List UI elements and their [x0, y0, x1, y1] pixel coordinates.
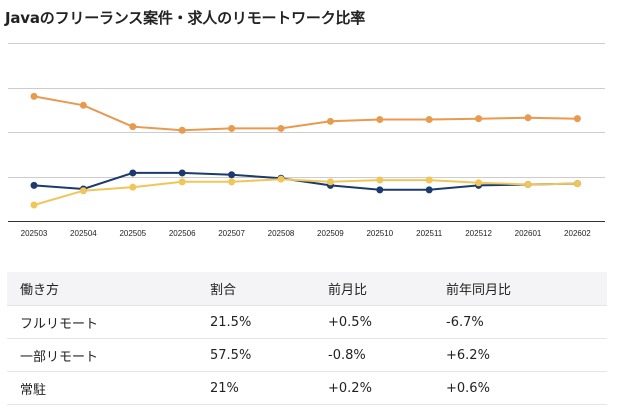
x-tick-label: 202512 [465, 229, 492, 238]
data-point [475, 179, 483, 187]
x-tick-label: 202506 [169, 229, 196, 238]
x-tick-labels: 202503 202504 202505 202506 202507 202508 2025… [21, 229, 592, 238]
header-ratio: 割合 [210, 272, 328, 306]
x-tick-label: 202510 [366, 229, 393, 238]
data-point [425, 176, 433, 184]
cell-ratio: 21.5% [210, 305, 328, 339]
cell-prev-month: -0.8% [328, 338, 446, 372]
data-point [79, 101, 87, 109]
cell-prev-year: +6.2% [446, 338, 607, 372]
cell-ratio: 21% [210, 371, 328, 405]
table-row: 常駐 21% +0.2% +0.6% [7, 371, 607, 405]
cell-work-style: 常駐 [7, 371, 210, 405]
chart-title: Javaのフリーランス案件・求人のリモートワーク比率 [5, 9, 366, 27]
series-line [33, 178, 578, 206]
data-point [326, 117, 334, 125]
cell-work-style: 一部リモート [7, 338, 210, 372]
data-point [277, 175, 285, 183]
series-lines [33, 95, 578, 206]
cell-ratio: 57.5% [210, 338, 328, 372]
data-point [129, 123, 137, 131]
x-tick-label: 202503 [21, 229, 48, 238]
data-point [178, 126, 186, 134]
data-point [277, 124, 285, 132]
cell-prev-year: -6.7% [446, 305, 607, 339]
cell-work-style: フルリモート [7, 305, 210, 339]
data-point [475, 115, 483, 123]
series-line [33, 95, 578, 132]
table-row: フルリモート 21.5% +0.5% -6.7% [7, 305, 607, 339]
data-point [30, 181, 38, 189]
x-tick-label: 202504 [70, 229, 97, 238]
series-line [33, 171, 578, 191]
cell-prev-month: +0.2% [328, 371, 446, 405]
x-tick-label: 202507 [218, 229, 245, 238]
cell-prev-year: +0.6% [446, 371, 607, 405]
data-point [376, 116, 384, 124]
data-point [425, 116, 433, 124]
remote-ratio-table: 働き方 割合 前月比 前年同月比 フルリモート 21.5% +0.5% -6.7… [7, 272, 607, 405]
data-point [326, 178, 334, 186]
data-point [129, 183, 137, 191]
x-tick-label: 202509 [317, 229, 344, 238]
x-tick-label: 202511 [416, 229, 443, 238]
data-point [228, 124, 236, 132]
header-prev-month: 前月比 [328, 272, 446, 306]
data-point [376, 186, 384, 194]
data-point [79, 187, 87, 195]
data-point [178, 169, 186, 177]
data-point [376, 176, 384, 184]
grid-lines [8, 43, 605, 178]
header-prev-year: 前年同月比 [446, 272, 607, 306]
table-header-row: 働き方 割合 前月比 前年同月比 [7, 272, 607, 306]
data-point [129, 169, 137, 177]
x-tick-label: 202601 [515, 229, 542, 238]
x-tick-label: 202602 [564, 229, 591, 238]
data-point [30, 201, 38, 209]
data-point [573, 115, 581, 123]
data-point [524, 114, 532, 122]
cell-prev-month: +0.5% [328, 305, 446, 339]
data-point [228, 178, 236, 186]
line-chart: 202503 202504 202505 202506 202507 202508 2025… [8, 43, 605, 238]
data-point [228, 171, 236, 179]
data-point [178, 178, 186, 186]
data-point [524, 181, 532, 189]
header-work-style: 働き方 [7, 272, 210, 306]
data-point [425, 186, 433, 194]
x-tick-label: 202505 [119, 229, 146, 238]
table-row: 一部リモート 57.5% -0.8% +6.2% [7, 338, 607, 372]
data-point [573, 180, 581, 188]
series-points [30, 92, 581, 209]
x-tick-label: 202508 [268, 229, 295, 238]
data-point [30, 92, 38, 100]
